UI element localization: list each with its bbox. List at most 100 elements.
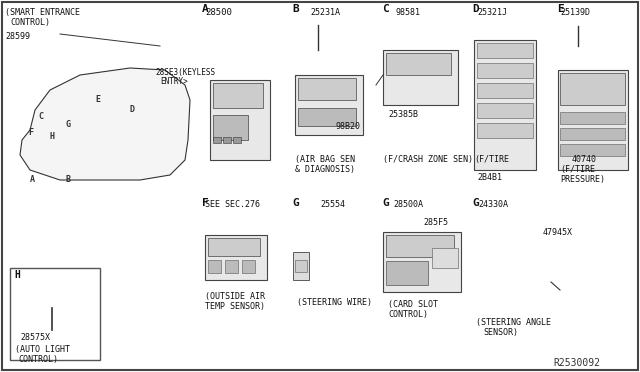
Text: 47945X: 47945X (543, 228, 573, 237)
Bar (386, 261, 428, 285)
Text: 28599: 28599 (5, 32, 30, 41)
Text: 285F5: 285F5 (423, 218, 448, 227)
Bar (295, 75, 363, 135)
Text: CONTROL): CONTROL) (18, 355, 58, 364)
Text: F: F (202, 198, 209, 208)
Text: & DIAGNOSIS): & DIAGNOSIS) (295, 165, 355, 174)
Circle shape (298, 228, 378, 308)
Circle shape (370, 83, 378, 91)
Bar (208, 260, 221, 273)
Text: H: H (14, 270, 20, 280)
Bar (477, 83, 533, 98)
Text: (F/CRASH ZONE SEN): (F/CRASH ZONE SEN) (383, 155, 473, 164)
Bar (242, 260, 255, 273)
Bar (210, 80, 270, 160)
Circle shape (462, 222, 554, 314)
Text: G: G (382, 198, 388, 208)
Circle shape (479, 239, 537, 297)
Bar (560, 128, 625, 140)
Bar (293, 252, 309, 280)
Circle shape (166, 41, 180, 55)
Bar (477, 103, 533, 118)
Text: (AUTO LIGHT: (AUTO LIGHT (15, 345, 70, 354)
Text: (OUTSIDE AIR: (OUTSIDE AIR (205, 292, 265, 301)
Text: 28500: 28500 (205, 8, 232, 17)
Circle shape (558, 287, 568, 297)
Text: B: B (65, 175, 70, 184)
Text: A: A (202, 4, 209, 14)
Bar (298, 108, 356, 126)
Text: CONTROL): CONTROL) (10, 18, 50, 27)
Bar (223, 137, 231, 143)
Text: 24330A: 24330A (478, 200, 508, 209)
Text: F: F (28, 128, 33, 137)
Polygon shape (55, 80, 110, 108)
Bar (225, 260, 238, 273)
Bar (432, 248, 458, 268)
Circle shape (314, 244, 362, 292)
Text: 25385B: 25385B (388, 110, 418, 119)
Text: C: C (38, 112, 43, 121)
Circle shape (47, 300, 57, 310)
Bar (477, 43, 533, 58)
Bar (233, 137, 241, 143)
Circle shape (573, 18, 583, 28)
Text: PRESSURE): PRESSURE) (560, 175, 605, 184)
Text: 25554: 25554 (320, 200, 345, 209)
Text: 25139D: 25139D (560, 8, 590, 17)
Text: 40740: 40740 (572, 155, 597, 164)
Text: G: G (472, 198, 479, 208)
Circle shape (327, 257, 349, 279)
Text: C: C (382, 4, 388, 14)
Text: H: H (50, 132, 55, 141)
Bar (205, 235, 267, 280)
Bar (474, 40, 536, 170)
Text: 98B20: 98B20 (335, 122, 360, 131)
Bar (386, 235, 454, 257)
Polygon shape (115, 78, 160, 105)
Text: 28500A: 28500A (393, 200, 423, 209)
Circle shape (41, 294, 63, 316)
Circle shape (313, 18, 323, 28)
Text: B: B (292, 4, 299, 14)
Circle shape (494, 254, 522, 282)
Circle shape (143, 168, 167, 192)
Bar (386, 53, 451, 75)
Text: CONTROL): CONTROL) (388, 310, 428, 319)
Bar (213, 137, 221, 143)
Circle shape (43, 168, 67, 192)
Text: A: A (30, 175, 35, 184)
Text: (CARD SLOT: (CARD SLOT (388, 300, 438, 309)
Text: TEMP SENSOR): TEMP SENSOR) (205, 302, 265, 311)
Text: (STEERING WIRE): (STEERING WIRE) (297, 298, 372, 307)
Bar (477, 63, 533, 78)
Bar (383, 232, 461, 292)
Bar (213, 83, 263, 108)
Text: SEE SEC.276: SEE SEC.276 (205, 200, 260, 209)
Bar (383, 50, 458, 105)
Text: D: D (130, 105, 135, 114)
Bar (295, 260, 307, 272)
Text: 25231A: 25231A (310, 8, 340, 17)
Text: R2530092: R2530092 (553, 358, 600, 368)
Text: 28575X: 28575X (20, 333, 50, 342)
Text: 25321J: 25321J (477, 8, 507, 17)
Bar (560, 73, 625, 105)
Text: (STEERING ANGLE: (STEERING ANGLE (476, 318, 551, 327)
Text: G: G (292, 198, 299, 208)
Bar (10, 268, 100, 360)
Bar (298, 78, 356, 100)
Text: E: E (557, 4, 564, 14)
Polygon shape (20, 68, 190, 180)
Text: 28SE3(KEYLESS: 28SE3(KEYLESS (155, 68, 215, 77)
Bar (477, 123, 533, 138)
Circle shape (159, 34, 187, 62)
Text: (F/TIRE: (F/TIRE (560, 165, 595, 174)
Text: (AIR BAG SEN: (AIR BAG SEN (295, 155, 355, 164)
Bar (208, 238, 260, 256)
Text: (F/TIRE: (F/TIRE (474, 155, 509, 164)
Bar (560, 144, 625, 156)
Text: ENTRY>: ENTRY> (160, 77, 188, 86)
Text: G: G (65, 120, 70, 129)
Bar (560, 112, 625, 124)
